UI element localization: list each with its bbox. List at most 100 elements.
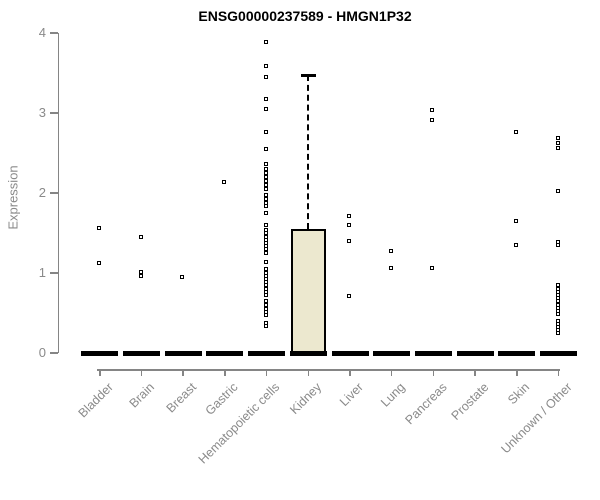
data-point bbox=[263, 179, 268, 184]
x-tick bbox=[390, 369, 393, 376]
x-category-label: Breast bbox=[163, 380, 200, 416]
y-tick-label: 3 bbox=[38, 105, 46, 120]
upper-whisker-cap bbox=[300, 74, 316, 77]
x-tick bbox=[140, 369, 143, 376]
data-point bbox=[263, 222, 268, 227]
data-point bbox=[263, 204, 268, 209]
data-point bbox=[180, 274, 185, 279]
data-point bbox=[138, 273, 143, 278]
x-category-label: Liver bbox=[336, 380, 366, 410]
median-bar bbox=[164, 350, 202, 356]
median-bar bbox=[248, 350, 286, 356]
median-bar bbox=[81, 350, 119, 356]
x-tick bbox=[516, 369, 518, 376]
data-point bbox=[263, 106, 268, 111]
data-point bbox=[263, 129, 268, 134]
y-tick bbox=[49, 272, 58, 274]
x-tick bbox=[432, 369, 435, 376]
x-tick bbox=[182, 369, 184, 376]
data-point bbox=[388, 265, 393, 270]
data-point bbox=[263, 40, 268, 45]
y-tick bbox=[49, 192, 58, 194]
x-tick bbox=[99, 369, 101, 376]
data-point bbox=[263, 192, 268, 197]
data-point bbox=[263, 161, 268, 166]
x-category-label: Skin bbox=[505, 380, 533, 408]
data-point bbox=[263, 64, 268, 69]
median-bar bbox=[206, 350, 244, 356]
data-point bbox=[555, 243, 560, 248]
data-point bbox=[555, 145, 560, 150]
data-point bbox=[347, 239, 351, 244]
data-point bbox=[263, 324, 268, 329]
x-category-label: Prostate bbox=[448, 380, 492, 423]
x-tick bbox=[224, 369, 226, 376]
x-tick bbox=[474, 369, 476, 376]
data-point bbox=[555, 188, 560, 193]
data-point bbox=[513, 129, 518, 134]
y-tick-label: 0 bbox=[38, 345, 46, 360]
data-point bbox=[430, 108, 435, 113]
median-bar bbox=[373, 350, 411, 356]
median-bar bbox=[540, 350, 577, 356]
x-category-label: Kidney bbox=[287, 380, 325, 417]
data-point bbox=[555, 312, 560, 317]
data-point bbox=[263, 260, 268, 265]
x-category-label: Gastric bbox=[202, 380, 241, 418]
data-point bbox=[263, 146, 268, 151]
y-tick-label: 2 bbox=[38, 185, 46, 200]
y-tick-label: 4 bbox=[38, 25, 46, 40]
data-point bbox=[263, 171, 268, 176]
y-tick bbox=[49, 352, 58, 354]
data-point bbox=[430, 265, 435, 270]
y-tick bbox=[49, 112, 58, 114]
data-point bbox=[347, 222, 351, 227]
x-tick bbox=[265, 369, 268, 376]
median-bar bbox=[289, 350, 327, 356]
data-point bbox=[513, 243, 518, 248]
x-category-label: Pancreas bbox=[402, 380, 450, 428]
x-category-label: Lung bbox=[378, 380, 408, 410]
data-point bbox=[263, 187, 268, 192]
y-axis-line bbox=[57, 33, 59, 353]
box bbox=[290, 229, 326, 353]
median-bar bbox=[498, 350, 536, 356]
data-point bbox=[263, 298, 268, 303]
y-tick-label: 1 bbox=[38, 265, 46, 280]
x-tick bbox=[307, 369, 310, 376]
data-point bbox=[96, 260, 101, 265]
x-tick bbox=[557, 369, 560, 376]
data-point bbox=[263, 96, 268, 101]
median-bar bbox=[456, 350, 494, 356]
data-point bbox=[221, 180, 226, 185]
data-point bbox=[96, 225, 101, 230]
data-point bbox=[347, 213, 351, 218]
median-bar bbox=[123, 350, 160, 356]
data-point bbox=[555, 331, 560, 336]
data-point bbox=[263, 167, 268, 172]
upper-whisker bbox=[307, 75, 310, 229]
data-point bbox=[263, 183, 268, 188]
data-point bbox=[555, 140, 560, 145]
x-axis-line bbox=[97, 369, 560, 371]
data-point bbox=[263, 250, 268, 255]
data-point bbox=[263, 210, 268, 215]
x-category-label: Bladder bbox=[75, 380, 116, 421]
data-point bbox=[513, 219, 518, 224]
x-tick bbox=[349, 369, 351, 376]
data-point bbox=[263, 196, 268, 201]
data-point bbox=[138, 235, 143, 240]
data-point bbox=[388, 248, 393, 253]
data-point bbox=[555, 136, 560, 141]
median-bar bbox=[331, 350, 369, 356]
data-point bbox=[430, 117, 435, 122]
data-point bbox=[263, 312, 268, 317]
y-tick bbox=[49, 32, 58, 34]
chart-title: ENSG00000237589 - HMGN1P32 bbox=[198, 8, 412, 24]
median-bar bbox=[414, 350, 452, 356]
data-point bbox=[138, 269, 143, 274]
x-category-label: Hematopoietic cells bbox=[195, 380, 283, 467]
data-point bbox=[263, 75, 268, 80]
data-point bbox=[263, 292, 268, 297]
